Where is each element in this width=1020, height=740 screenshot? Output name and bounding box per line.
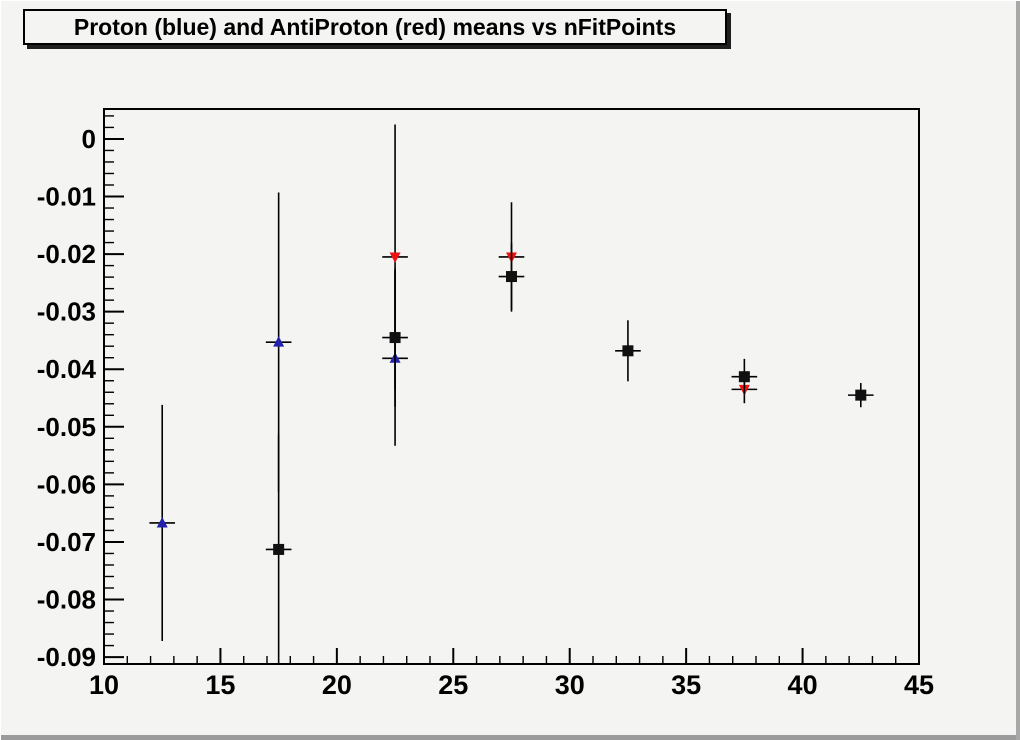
series-unlabeled-black-squares xyxy=(265,243,874,663)
marker-triangle-down xyxy=(389,252,401,263)
x-tick-label: 40 xyxy=(788,670,818,700)
x-tick-label: 45 xyxy=(904,670,934,700)
x-axis: 10 15 20 25 30 35 40 45 xyxy=(89,648,934,700)
y-tick-label: -0.06 xyxy=(37,469,96,499)
y-tick-label: -0.05 xyxy=(37,412,96,442)
y-tick-label: -0.03 xyxy=(37,297,96,327)
marker-square xyxy=(389,332,401,344)
chart-title: Proton (blue) and AntiProton (red) means… xyxy=(73,13,677,40)
canvas-bevel-bottom xyxy=(1,735,1020,740)
y-axis: 0 -0.01 -0.02 -0.03 -0.04 -0.05 -0.06 -0.07 -0.0… xyxy=(37,115,124,672)
y-tick-label: -0.09 xyxy=(37,642,96,672)
marker-square xyxy=(738,371,750,383)
x-tick-label: 10 xyxy=(89,670,119,700)
x-tick-label: 30 xyxy=(555,670,585,700)
marker-square xyxy=(273,543,285,555)
canvas-bevel-right xyxy=(1016,1,1020,740)
marker-square xyxy=(506,271,517,283)
y-tick-label: -0.02 xyxy=(37,239,96,269)
y-tick-label: -0.08 xyxy=(37,585,96,615)
x-tick-label: 35 xyxy=(671,670,701,700)
x-tick-label: 25 xyxy=(438,670,468,700)
marker-square xyxy=(622,345,634,357)
y-tick-label: -0.07 xyxy=(37,527,96,557)
x-tick-label: 20 xyxy=(322,670,352,700)
y-tick-label: -0.01 xyxy=(37,182,96,212)
plot-frame xyxy=(103,108,920,665)
title-box: Proton (blue) and AntiProton (red) means… xyxy=(23,9,727,45)
y-tick-label: -0.04 xyxy=(37,354,97,384)
marker-triangle-up xyxy=(273,336,285,347)
marker-triangle-up xyxy=(156,516,168,528)
marker-square xyxy=(855,389,867,401)
series-antiproton xyxy=(382,124,758,404)
x-tick-label: 15 xyxy=(205,670,235,700)
y-tick-label: 0 xyxy=(82,124,96,154)
